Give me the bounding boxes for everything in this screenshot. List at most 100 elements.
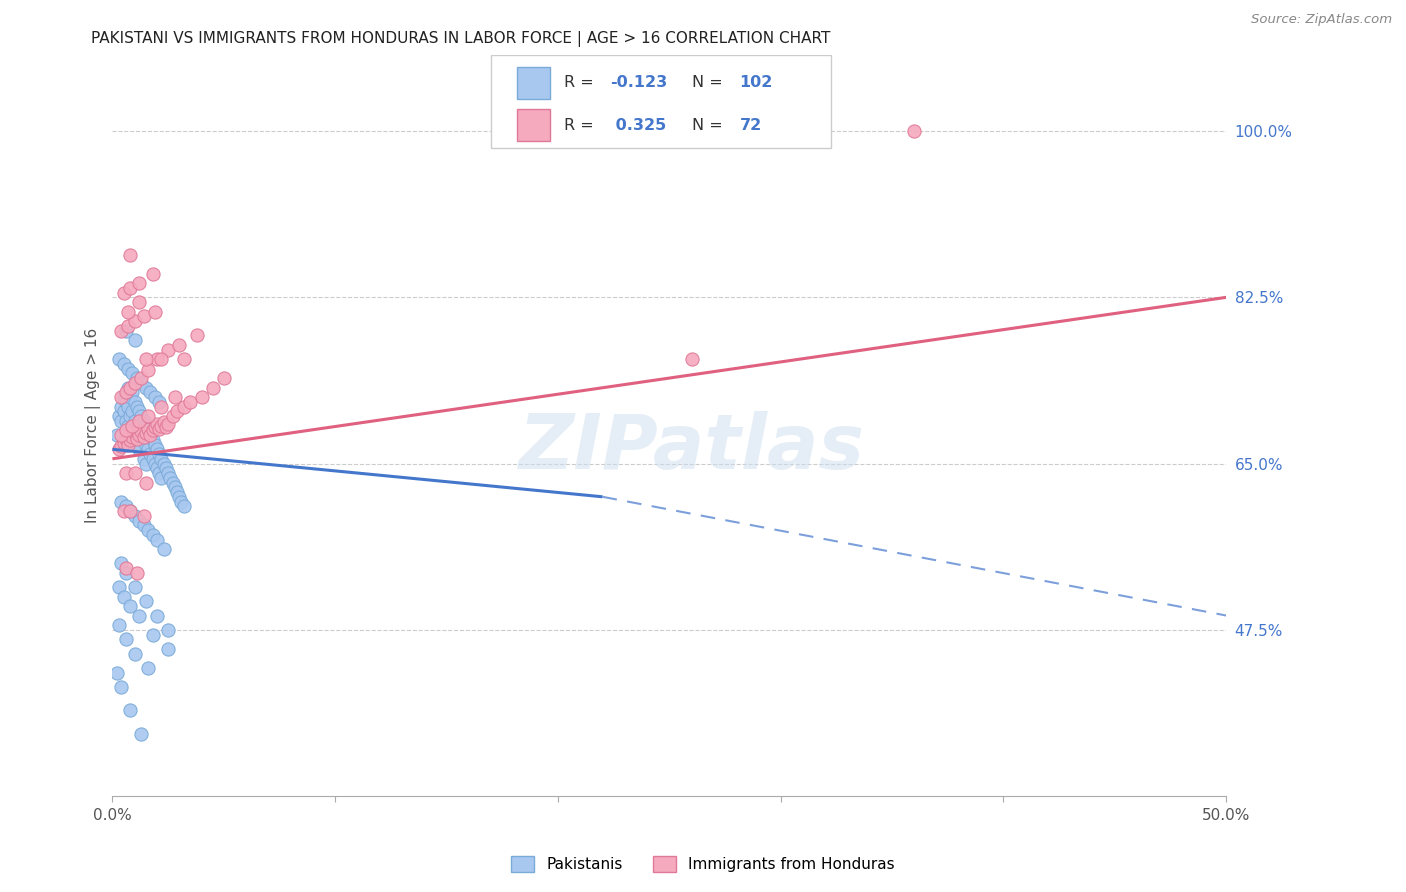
Point xyxy=(112,428,135,442)
Text: 102: 102 xyxy=(740,75,773,90)
Point xyxy=(190,390,212,404)
Point xyxy=(139,385,162,400)
Point xyxy=(131,424,153,438)
Text: N =: N = xyxy=(692,75,727,90)
Point xyxy=(136,523,159,537)
Text: ZIPatlas: ZIPatlas xyxy=(519,411,865,484)
Point xyxy=(132,433,155,447)
Point xyxy=(125,566,148,580)
Point xyxy=(124,376,146,390)
Point xyxy=(167,338,190,352)
Point xyxy=(132,310,155,324)
Point xyxy=(148,466,170,480)
Point xyxy=(108,352,131,367)
Point xyxy=(152,415,174,429)
Point xyxy=(124,508,146,523)
Point xyxy=(128,423,150,437)
Point xyxy=(143,304,166,318)
Point xyxy=(128,442,150,457)
Point xyxy=(163,480,186,494)
Point xyxy=(146,352,169,367)
Point xyxy=(135,475,157,490)
Point xyxy=(120,428,142,442)
Point xyxy=(128,295,150,310)
Point xyxy=(131,409,153,423)
Point xyxy=(124,314,146,328)
Point xyxy=(136,442,159,457)
Point xyxy=(112,357,135,371)
Text: -0.123: -0.123 xyxy=(610,75,668,90)
Point xyxy=(114,566,136,580)
Point xyxy=(135,594,157,608)
Point xyxy=(110,428,132,442)
Point xyxy=(141,433,163,447)
Point xyxy=(120,380,142,394)
Point xyxy=(120,504,142,518)
Point xyxy=(125,437,148,451)
Point xyxy=(117,318,139,333)
Point xyxy=(143,437,166,451)
Text: N =: N = xyxy=(692,118,727,133)
Point xyxy=(150,352,173,367)
Point xyxy=(150,418,173,433)
Point xyxy=(128,276,150,290)
Point xyxy=(128,414,150,428)
Legend: Pakistanis, Immigrants from Honduras: Pakistanis, Immigrants from Honduras xyxy=(503,848,903,880)
Point xyxy=(136,423,159,437)
Point xyxy=(110,324,132,338)
Point xyxy=(150,400,173,414)
Point xyxy=(125,400,148,414)
Point xyxy=(114,385,136,400)
Point xyxy=(124,580,146,594)
Point xyxy=(114,561,136,575)
Point xyxy=(124,433,146,447)
Point xyxy=(143,457,166,471)
Point xyxy=(166,485,188,500)
Point xyxy=(110,440,132,454)
Point xyxy=(128,428,150,442)
Point xyxy=(135,437,157,451)
Point xyxy=(132,508,155,523)
Point xyxy=(112,504,135,518)
Point xyxy=(112,390,135,404)
Point xyxy=(124,394,146,409)
Point xyxy=(131,428,153,442)
Point xyxy=(110,400,132,414)
Point xyxy=(143,390,166,404)
Text: 0.325: 0.325 xyxy=(610,118,666,133)
Point xyxy=(135,418,157,433)
Point xyxy=(132,430,155,444)
Point xyxy=(141,627,163,641)
Point xyxy=(114,466,136,480)
Point xyxy=(125,371,148,385)
Point xyxy=(124,466,146,480)
Point xyxy=(108,580,131,594)
Point xyxy=(157,417,180,431)
Point xyxy=(135,352,157,367)
Point xyxy=(124,414,146,428)
Point xyxy=(117,361,139,376)
Point xyxy=(112,590,135,604)
Point xyxy=(148,422,170,436)
Point xyxy=(132,414,155,428)
Point xyxy=(152,542,174,557)
Point xyxy=(114,632,136,647)
Point xyxy=(114,324,136,338)
Point xyxy=(163,390,186,404)
Point xyxy=(114,414,136,428)
Point xyxy=(108,409,131,423)
Point xyxy=(143,420,166,434)
Point xyxy=(131,727,153,741)
Point xyxy=(157,466,180,480)
Point xyxy=(120,704,142,718)
Point xyxy=(108,442,131,457)
Point xyxy=(173,400,195,414)
Point xyxy=(117,304,139,318)
Text: R =: R = xyxy=(564,118,599,133)
Point xyxy=(110,414,132,428)
Point xyxy=(136,422,159,436)
Point xyxy=(201,380,224,394)
Point xyxy=(117,437,139,451)
Point xyxy=(141,267,163,281)
Point xyxy=(114,423,136,437)
